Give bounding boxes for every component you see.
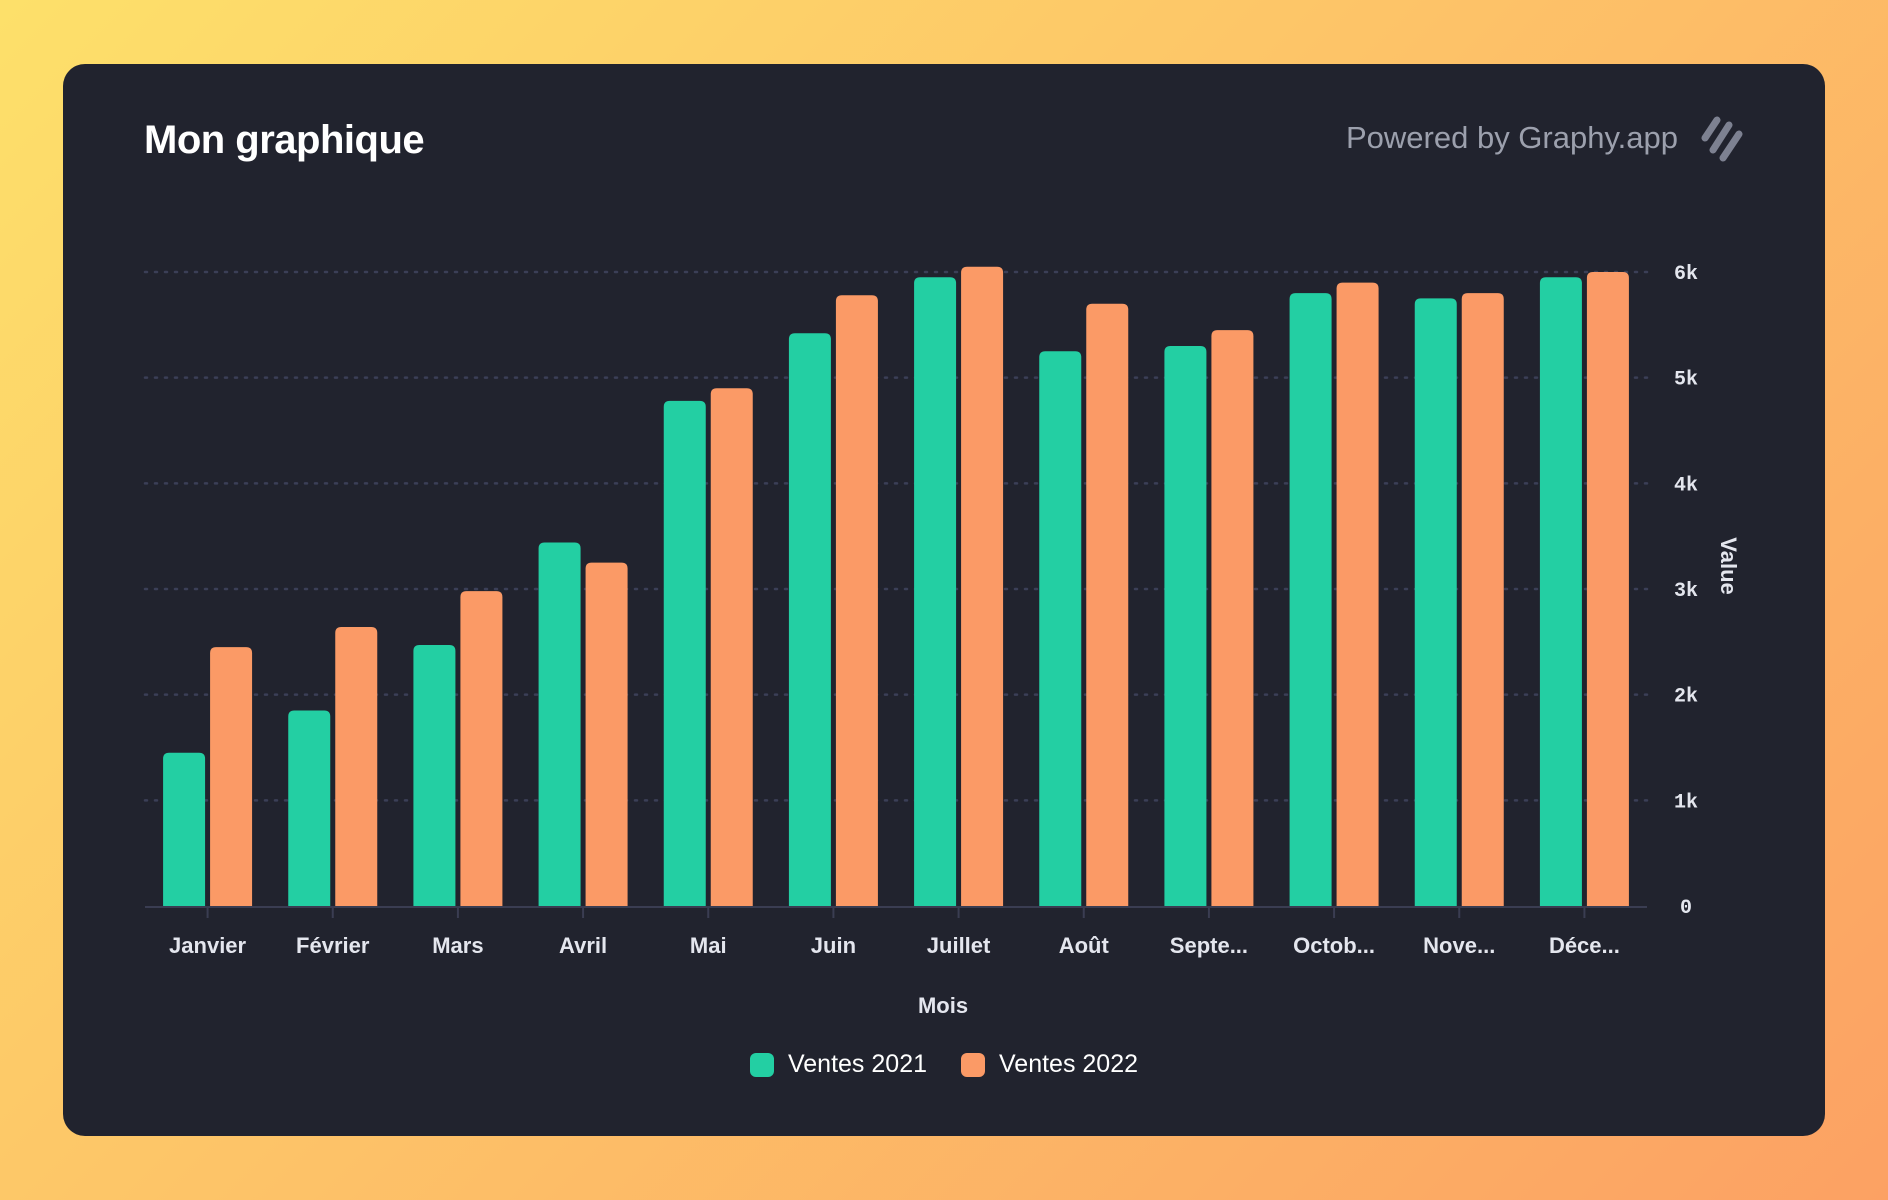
x-tick-label: Juin [811,933,856,958]
bar-2022[interactable] [210,647,253,906]
y-tick-label: 3k [1674,580,1698,603]
x-tick-label: Juillet [927,933,991,958]
x-axis-title: Mois [918,993,968,1018]
chart-card: Mon graphique Powered by Graphy.app Mois… [63,64,1825,1136]
bar-2021[interactable] [288,710,331,906]
x-tick-label: Janvier [169,933,246,958]
legend-label-2022: Ventes 2022 [999,1050,1139,1078]
legend-swatch-2021 [749,1052,774,1077]
chart-legend: Ventes 2021 Ventes 2022 [63,1050,1825,1079]
chart-title: Mon graphique [144,118,425,162]
bar-2021[interactable] [914,277,957,906]
x-tick-label: Février [296,933,370,958]
y-axis-title: Value [1716,537,1741,594]
x-tick-label: Octob... [1293,933,1375,958]
bar-2022[interactable] [1211,330,1254,906]
bar-2021[interactable] [663,400,706,906]
bar-2021[interactable] [1414,298,1457,906]
y-tick-label: 1k [1674,791,1698,814]
bar-chart: Mois Value 0 1k 2k 3k 4k 5k 6k Janvier Février Ma… [143,263,1741,1018]
x-tick-label: Mai [690,933,727,958]
bar-2022[interactable] [710,388,753,906]
legend-label-2021: Ventes 2021 [787,1050,927,1078]
bar-2022[interactable] [1461,293,1504,907]
x-tick-label: Mars [432,933,483,958]
bar-2021[interactable] [788,333,831,907]
bar-2022[interactable] [835,295,878,906]
bar-2021[interactable] [538,542,581,906]
y-tick-label: 2k [1674,686,1698,709]
bar-2022[interactable] [961,266,1004,906]
bar-2021[interactable] [1289,293,1332,907]
bar-2022[interactable] [1586,272,1629,906]
x-tick-label: Septe... [1170,933,1248,958]
bar-2021[interactable] [1039,351,1082,906]
x-tick-label: Août [1059,933,1110,958]
powered-by-link[interactable]: Powered by Graphy.app [1345,120,1678,155]
bar-2021[interactable] [163,752,206,906]
y-tick-label: 5k [1674,369,1698,392]
bar-2022[interactable] [335,627,378,906]
bar-2022[interactable] [460,591,503,906]
bar-2021[interactable] [1539,277,1582,906]
y-tick-label: 4k [1674,474,1698,497]
bar-2022[interactable] [1336,282,1379,906]
bar-2021[interactable] [413,645,456,906]
x-tick-label: Avril [559,933,607,958]
x-tick-label: Déce... [1549,933,1620,958]
y-tick-label: 6k [1674,263,1698,286]
x-tick-label: Nove... [1423,933,1495,958]
legend-swatch-2022 [961,1052,985,1077]
legend-item-2021[interactable]: Ventes 2021 [749,1050,927,1079]
bar-2021[interactable] [1164,345,1207,906]
y-tick-label: 0 [1680,897,1692,920]
bar-2022[interactable] [585,562,628,906]
legend-item-2022[interactable]: Ventes 2022 [961,1050,1138,1079]
graphy-logo-icon[interactable] [1699,116,1745,162]
bar-2022[interactable] [1086,303,1129,906]
